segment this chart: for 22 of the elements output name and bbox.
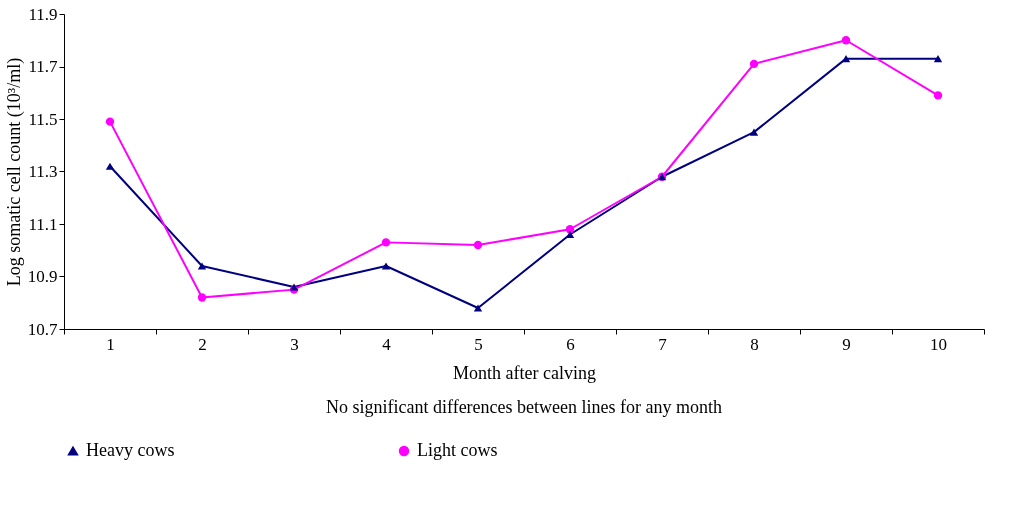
x-tick-label: 5 bbox=[474, 334, 483, 354]
x-tick-label: 9 bbox=[842, 334, 851, 354]
y-tick-label: 11.7 bbox=[28, 57, 58, 76]
x-tick-label: 8 bbox=[750, 334, 759, 354]
x-tick-label: 10 bbox=[930, 334, 947, 354]
x-tick-label: 1 bbox=[106, 334, 115, 354]
x-tick-label: 2 bbox=[198, 334, 207, 354]
y-tick-label: 11.3 bbox=[28, 162, 58, 181]
x-tick-label: 4 bbox=[382, 334, 392, 354]
legend-label: Heavy cows bbox=[86, 440, 175, 460]
x-tick-label: 7 bbox=[658, 334, 668, 354]
y-tick-label: 10.7 bbox=[27, 319, 58, 339]
x-tick-label: 3 bbox=[290, 334, 299, 354]
y-tick-label: 11.1 bbox=[28, 214, 58, 234]
y-tick-label: 10.9 bbox=[27, 267, 58, 286]
x-axis-title: Month after calving bbox=[453, 362, 596, 383]
legend-label: Light cows bbox=[417, 440, 498, 460]
x-tick-label: 6 bbox=[566, 334, 575, 354]
y-tick-label: 11.9 bbox=[28, 4, 58, 24]
text: No significant differences between lines for any month bbox=[325, 397, 723, 417]
y-tick-label: 11.5 bbox=[28, 109, 58, 129]
y-axis-title: Log somatic cell count (10³/ml) bbox=[3, 57, 25, 287]
